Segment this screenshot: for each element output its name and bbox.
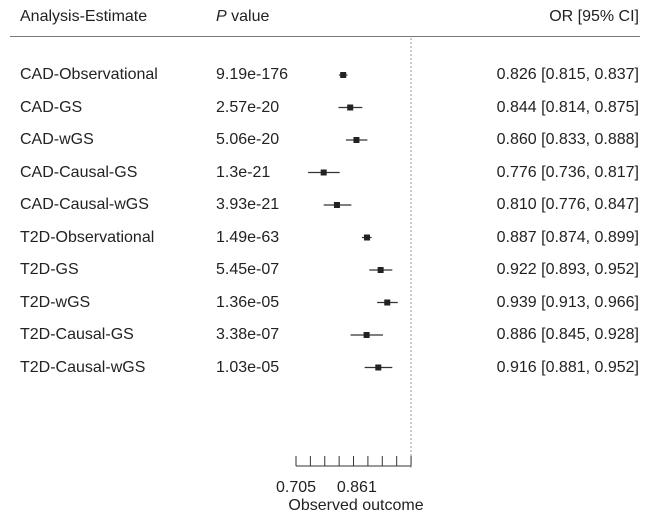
point-estimate [363,234,370,241]
row-p-value: 1.03e-05 [216,358,280,376]
row-or-ci: 0.844 [0.814, 0.875] [496,98,639,116]
header-p-italic: P [216,8,227,25]
row-p-value: 2.57e-20 [216,98,280,116]
header-rule [10,36,640,37]
row-or-ci: 0.776 [0.736, 0.817] [496,163,639,181]
row-or-ci: 0.916 [0.881, 0.952] [496,358,639,376]
row-or-ci: 0.887 [0.874, 0.899] [496,228,639,246]
row-label: T2D-GS [20,261,79,278]
row-label: T2D-wGS [20,293,91,311]
header-p-rest: value [226,8,270,25]
point-estimate [363,332,370,338]
point-estimate [384,299,391,306]
point-estimate [333,202,340,208]
row-p-value: 3.38e-07 [216,326,280,343]
point-estimate [377,267,384,273]
header-or-ci: OR [95% CI] [549,8,639,25]
header-analysis: Analysis-Estimate [20,8,148,25]
row-p-value: 1.3e-21 [216,163,271,181]
header-p-value: P value [216,8,269,26]
row-or-ci: 0.922 [0.893, 0.952] [496,261,639,278]
point-estimate [375,364,382,371]
point-estimate [353,137,360,143]
row-label: CAD-wGS [20,131,94,148]
point-estimate [320,169,327,176]
x-tick-label: 0.705 [276,479,316,496]
point-estimate [347,104,354,111]
row-p-value: 5.45e-07 [216,261,280,278]
row-label: CAD-Causal-wGS [20,196,149,213]
row-p-value: 5.06e-20 [216,131,280,148]
row-or-ci: 0.886 [0.845, 0.928] [496,326,639,343]
row-label: CAD-Observational [20,66,158,83]
x-axis-title: Observed outcome [288,497,424,514]
row-p-value: 3.93e-21 [216,196,280,213]
row-label: T2D-Causal-GS [20,326,134,343]
row-label: T2D-Observational [20,228,155,246]
row-p-value: 1.36e-05 [216,293,280,311]
row-p-value: 1.49e-63 [216,228,280,246]
row-p-value: 9.19e-176 [216,66,289,83]
x-tick-label: 0.861 [337,479,377,496]
row-label: CAD-GS [20,98,83,116]
row-label: T2D-Causal-wGS [20,358,146,376]
row-or-ci: 0.826 [0.815, 0.837] [496,66,639,83]
row-label: CAD-Causal-GS [20,163,138,181]
row-or-ci: 0.860 [0.833, 0.888] [496,131,639,148]
point-estimate [340,72,347,78]
row-or-ci: 0.939 [0.913, 0.966] [496,293,639,311]
row-or-ci: 0.810 [0.776, 0.847] [496,196,639,213]
